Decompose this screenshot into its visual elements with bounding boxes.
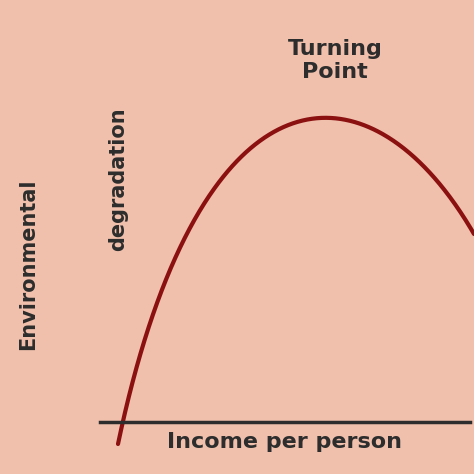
Text: Environmental: Environmental — [18, 178, 38, 350]
Text: degradation: degradation — [108, 107, 128, 251]
Text: Income per person: Income per person — [167, 432, 402, 452]
Text: Turning
Point: Turning Point — [288, 39, 383, 82]
